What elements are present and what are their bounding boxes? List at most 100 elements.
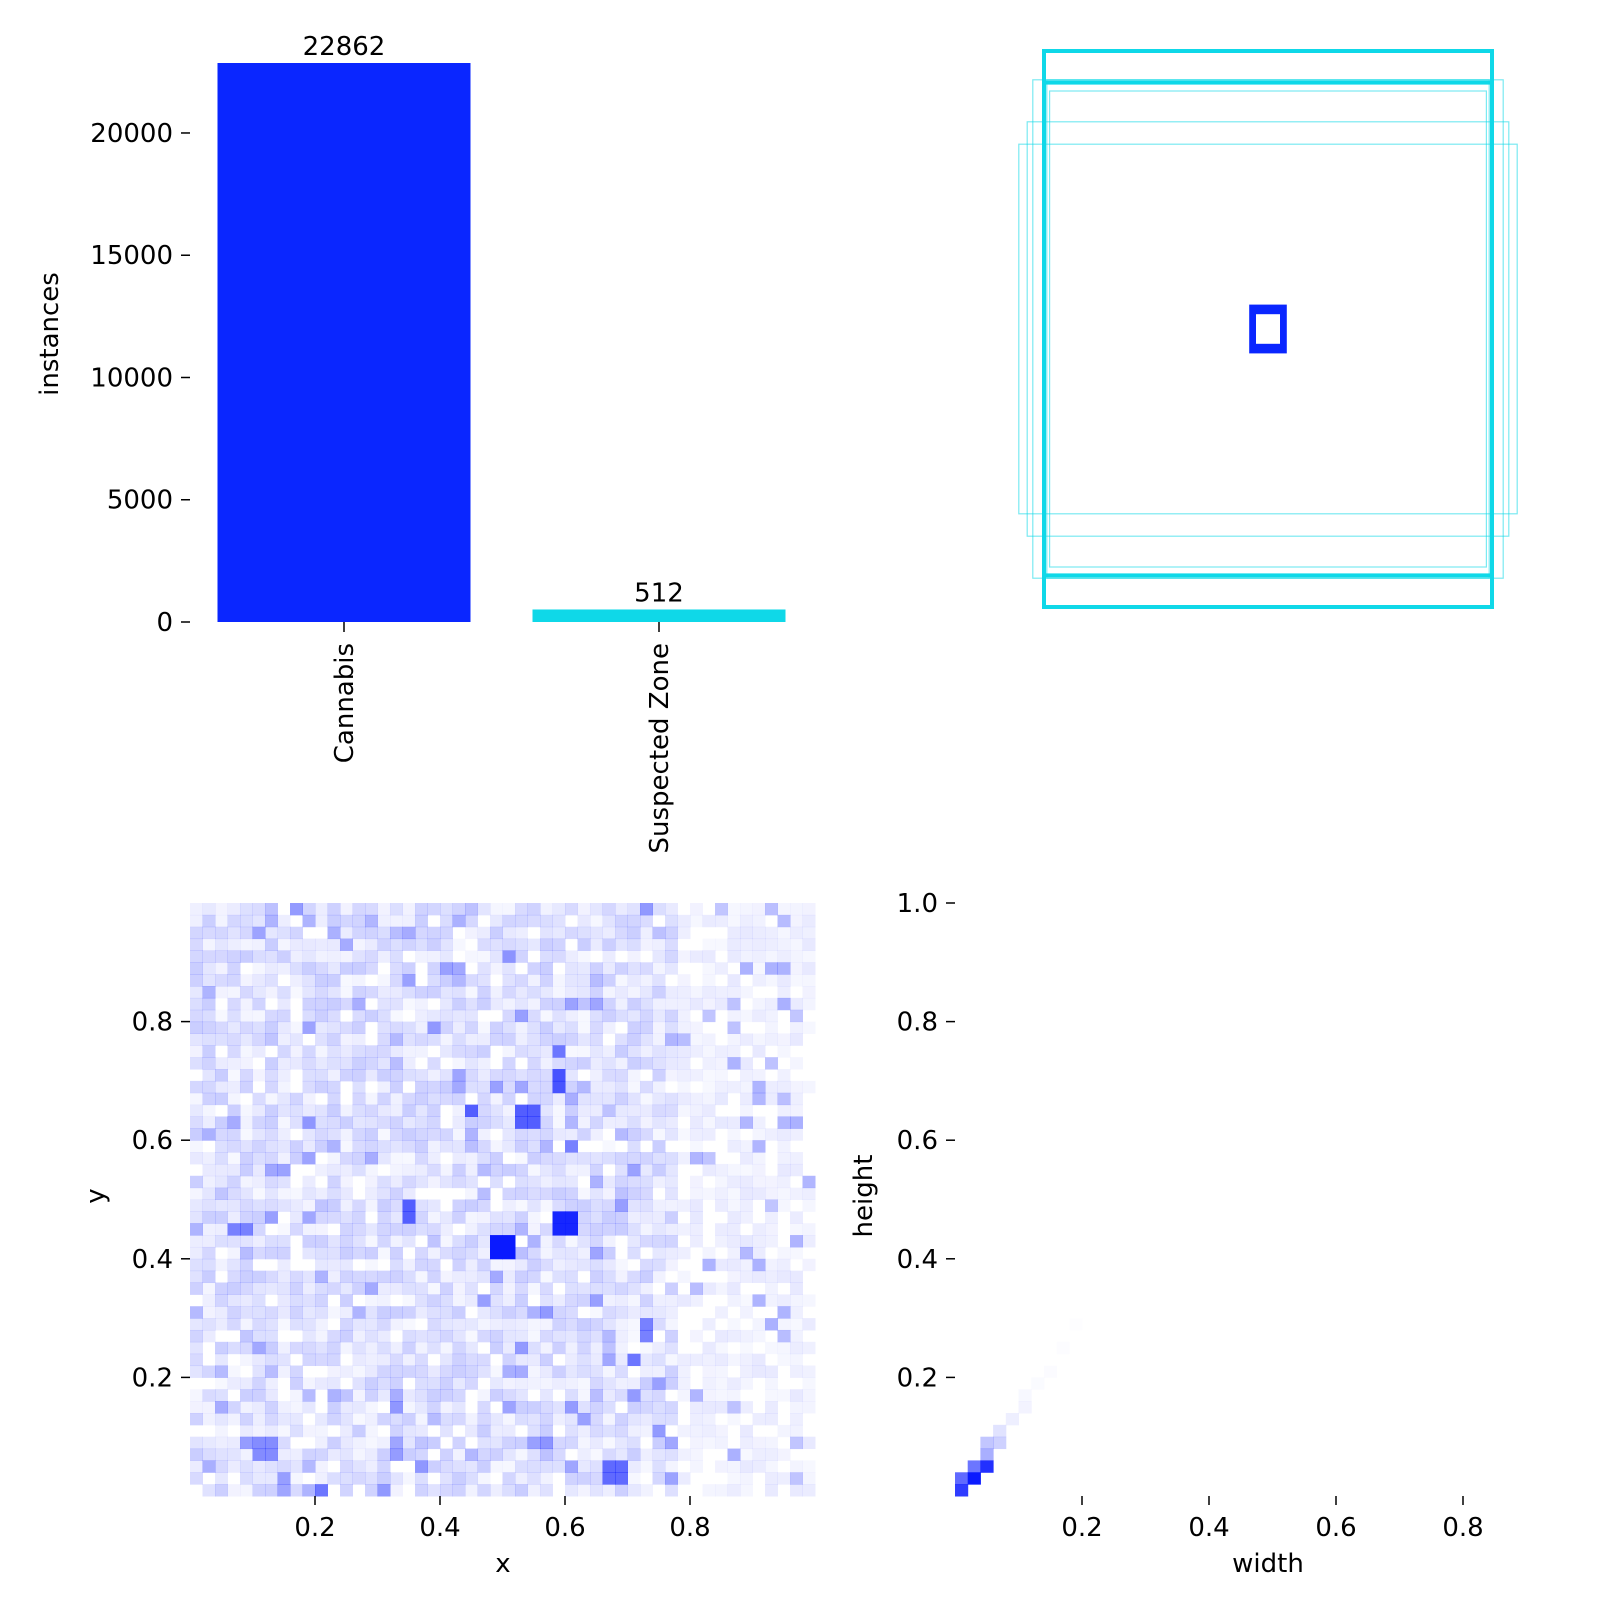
heatmap-cell <box>703 974 716 986</box>
heatmap-cell <box>315 1377 328 1390</box>
heatmap-cell <box>552 1318 566 1331</box>
heatmap-cell <box>778 1389 791 1401</box>
heatmap-cell <box>440 1294 453 1307</box>
heatmap-cell <box>227 1128 241 1141</box>
heatmap-cell <box>740 1484 753 1496</box>
heatmap-cell <box>202 1270 216 1284</box>
heatmap-cell <box>415 1484 428 1497</box>
heatmap-cell <box>215 1377 228 1389</box>
heatmap-cell <box>790 939 803 951</box>
heatmap-cell <box>327 1021 341 1034</box>
heatmap-cell <box>290 1294 303 1307</box>
heatmap-cell <box>465 1448 478 1461</box>
heatmap-cell <box>440 1033 453 1046</box>
heatmap-cell <box>290 1057 303 1070</box>
heatmap-cell <box>327 1175 341 1189</box>
heatmap-cell <box>577 1211 591 1224</box>
heatmap-cell <box>252 1163 266 1177</box>
heatmap-cell <box>702 1009 716 1023</box>
heatmap-cell <box>477 1033 491 1046</box>
heatmap-cell <box>752 1353 766 1367</box>
heatmap-cell <box>627 1152 641 1165</box>
heatmap-cell <box>765 1412 778 1426</box>
heatmap-cell <box>615 1080 628 1094</box>
heatmap-cell <box>790 1270 803 1284</box>
heatmap-cell <box>552 1080 566 1094</box>
heatmap-cell <box>552 1258 566 1272</box>
heatmap-cell <box>565 1092 578 1106</box>
heatmap-cell <box>290 1033 303 1046</box>
heatmap-cell <box>352 1270 366 1284</box>
heatmap-cell <box>227 1092 241 1106</box>
heatmap-cell <box>627 1069 641 1082</box>
heatmap-cell <box>715 1353 728 1367</box>
heatmap-cell <box>752 1294 766 1307</box>
heatmap-cell <box>565 1341 578 1355</box>
heatmap-cell <box>327 1092 341 1106</box>
heatmap-cell <box>327 1104 341 1117</box>
heatmap-cell <box>740 1246 753 1260</box>
heatmap-cell <box>415 1140 428 1153</box>
heatmap-cell <box>502 1341 516 1355</box>
heatmap-cell <box>703 962 716 974</box>
heatmap-cell <box>552 1341 566 1355</box>
heatmap-cell <box>190 1472 203 1485</box>
heatmap-cell <box>340 974 353 986</box>
heatmap-cell <box>227 1436 241 1450</box>
heatmap-cell <box>452 1045 466 1058</box>
heatmap-cell <box>565 1353 578 1367</box>
heatmap-cell <box>577 1033 591 1046</box>
heatmap-cell <box>340 1116 353 1129</box>
heatmap-cell <box>202 1211 216 1224</box>
heatmap-cell <box>202 1436 216 1450</box>
xy-x-axis-label: x <box>495 1549 510 1579</box>
heatmap-cell <box>777 1092 791 1106</box>
heatmap-cell <box>215 1057 228 1070</box>
heatmap-cell <box>265 1270 278 1284</box>
heatmap-cell <box>602 1329 616 1343</box>
heatmap-cell <box>402 1163 416 1177</box>
heatmap-cell <box>477 1199 491 1212</box>
heatmap-cell <box>477 926 491 940</box>
heatmap-cell <box>702 1128 716 1141</box>
heatmap-cell <box>402 986 416 999</box>
heatmap-cell <box>615 1152 628 1165</box>
heatmap-cell <box>477 1353 491 1367</box>
heatmap-cell <box>340 1329 353 1343</box>
heatmap-cell <box>402 1187 416 1200</box>
heatmap-cell <box>702 1341 716 1355</box>
heatmap-cell <box>590 1057 603 1070</box>
heatmap-cell <box>727 1246 741 1260</box>
heatmap-cell <box>265 1235 278 1248</box>
heatmap-cell <box>540 1448 553 1461</box>
heatmap-cell <box>290 962 303 975</box>
heatmap-cell <box>277 1092 291 1106</box>
heatmap-cell <box>440 1329 453 1343</box>
heatmap-cell <box>527 1057 541 1070</box>
heatmap-cell <box>652 1389 666 1402</box>
heatmap-cell <box>465 926 478 940</box>
heatmap-cell <box>565 974 578 987</box>
heatmap-cell <box>752 1448 766 1461</box>
heatmap-cell <box>227 1448 241 1461</box>
heatmap-cell <box>552 974 566 987</box>
heatmap-cell <box>190 1093 203 1105</box>
heatmap-cell <box>477 1104 491 1117</box>
heatmap-cell <box>602 1484 616 1497</box>
heatmap-cell <box>527 1223 541 1236</box>
heatmap-cell <box>365 1437 378 1449</box>
heatmap-cell <box>577 1401 591 1414</box>
heatmap-cell <box>565 1318 578 1331</box>
heatmap-cell <box>190 914 203 928</box>
heatmap-cell <box>403 1152 416 1164</box>
heatmap-cell <box>377 1223 391 1236</box>
heatmap-cell <box>515 1484 528 1497</box>
heatmap-cell <box>502 1033 516 1046</box>
heatmap-cell <box>340 1401 353 1414</box>
heatmap-cell <box>980 1436 994 1450</box>
heatmap-cell <box>490 914 503 928</box>
heatmap-cell <box>352 1057 366 1070</box>
heatmap-cell <box>490 1306 503 1319</box>
heatmap-cell <box>740 1365 753 1378</box>
heatmap-cell <box>402 1341 416 1355</box>
